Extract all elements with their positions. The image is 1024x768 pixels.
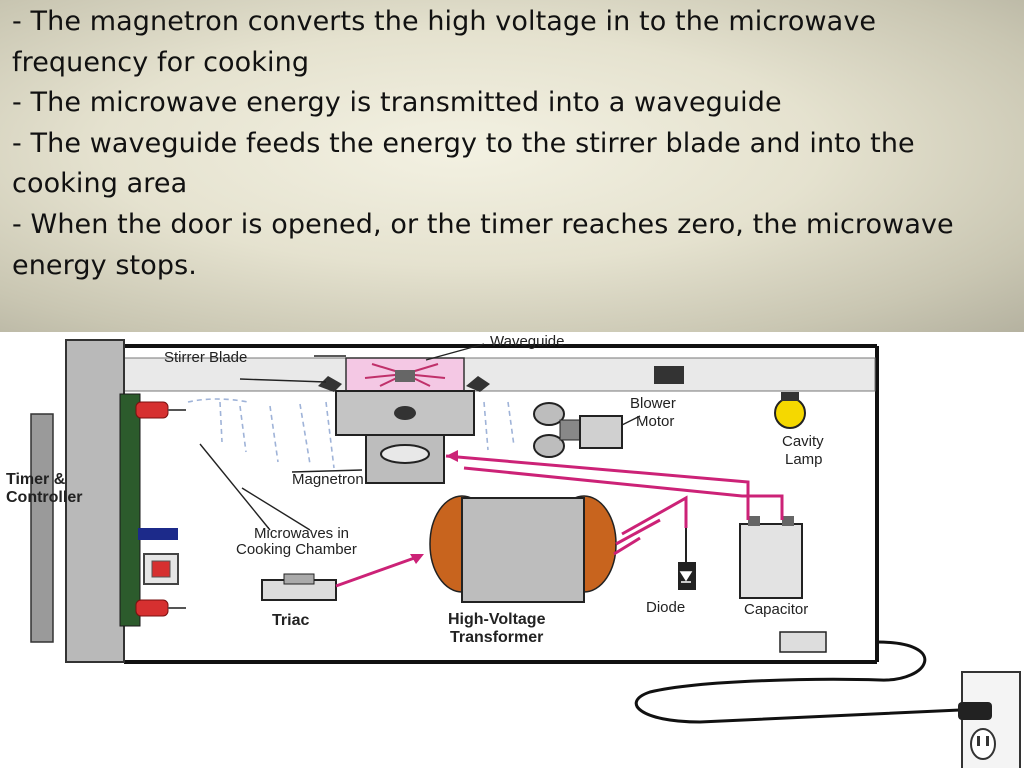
oven-door-panel <box>65 339 125 663</box>
label-magnetron: Magnetron <box>292 471 364 488</box>
door-switch-top <box>135 401 169 419</box>
wire-arrow-transformer <box>410 554 424 564</box>
capacitor-body <box>739 523 803 599</box>
blower-motor <box>579 415 623 449</box>
diode-symbol <box>679 571 693 583</box>
bullet-waveguide: - The microwave energy is transmitted in… <box>12 87 782 119</box>
label-capacitor: Capacitor <box>744 601 808 618</box>
label-timer-line2: Controller <box>6 489 82 506</box>
magnetron-base <box>365 434 445 484</box>
bullet-magnetron: - The magnetron converts the high voltag… <box>12 6 877 78</box>
power-plug <box>958 702 992 720</box>
hv-wires <box>445 454 784 556</box>
blower-fan-bottom <box>533 434 565 458</box>
label-diode: Diode <box>646 599 685 616</box>
outlet-pin-2 <box>986 736 989 746</box>
label-microwaves-line2: Cooking Chamber <box>236 541 357 558</box>
label-timer-line1: Timer & <box>6 471 66 488</box>
label-cavity-line2: Lamp <box>785 451 823 468</box>
label-waveguide: Waveguide <box>490 333 565 350</box>
power-block <box>779 631 827 653</box>
capacitor-terminal-2 <box>782 516 794 526</box>
bullet-list: - The magnetron converts the high voltag… <box>12 2 1012 286</box>
label-hv-line2: Transformer <box>450 629 543 646</box>
label-cavity-line1: Cavity <box>782 433 824 450</box>
microwave-oven-diagram: Waveguide Stirrer Blade Blower Motor Cav… <box>6 333 1021 768</box>
waveguide-antenna <box>395 370 415 382</box>
display-module-inner <box>151 560 171 578</box>
magnetron-port <box>394 406 416 420</box>
indicator-blue <box>138 528 178 540</box>
blower-hub <box>559 419 581 441</box>
triac-tab <box>283 573 315 585</box>
wire-triac-to-transformer <box>335 554 421 588</box>
outlet-pin-1 <box>977 736 980 746</box>
control-panel <box>30 413 54 643</box>
label-hv-line1: High-Voltage <box>448 611 546 628</box>
capacitor-terminal-1 <box>748 516 760 526</box>
label-blower-line1: Blower <box>630 395 676 412</box>
bullet-door-timer: - When the door is opened, or the timer … <box>12 208 954 281</box>
label-microwaves-line1: Microwaves in <box>254 525 349 542</box>
power-cord <box>634 640 961 724</box>
blower-fan-top <box>533 402 565 426</box>
outlet-socket <box>970 728 996 760</box>
wire-arrow-magnetron <box>446 450 458 462</box>
label-stirrer-blade: Stirrer Blade <box>164 349 247 366</box>
label-triac: Triac <box>272 612 309 629</box>
magnetron-terminal <box>380 444 430 464</box>
upper-compartment <box>123 357 876 392</box>
door-switch-bottom <box>135 599 169 617</box>
leader-lines <box>199 343 641 531</box>
control-strip <box>119 393 141 627</box>
cavity-lamp-base <box>781 392 799 401</box>
label-blower-line2: Motor <box>636 413 674 430</box>
stirrer-blade <box>318 376 342 392</box>
bullet-stirrer: - The waveguide feeds the energy to the … <box>12 127 915 200</box>
microwave-rays <box>187 398 515 469</box>
top-connector <box>654 366 684 384</box>
stirrer-blade-right <box>466 376 490 392</box>
text-panel: - The magnetron converts the high voltag… <box>0 0 1024 332</box>
cavity-lamp-bulb <box>774 397 806 429</box>
transformer-core <box>461 497 585 603</box>
